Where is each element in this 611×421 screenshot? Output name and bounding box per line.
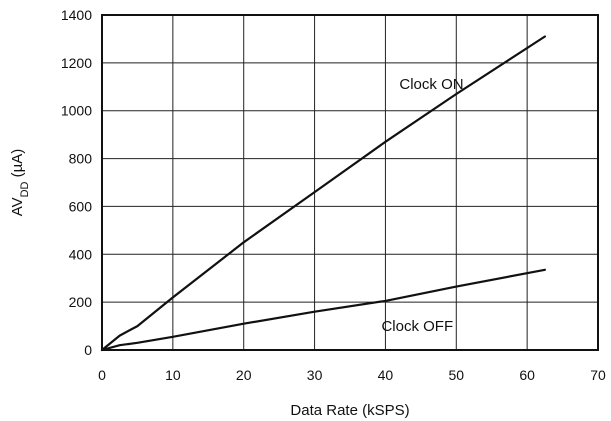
y-axis-title-subscript: DD bbox=[19, 181, 31, 197]
y-tick-label: 0 bbox=[84, 342, 92, 358]
y-axis-title-prefix: AV bbox=[9, 197, 26, 216]
grid bbox=[102, 15, 598, 350]
x-tick-label: 10 bbox=[165, 367, 181, 383]
y-axis-title: AVDD (µA) bbox=[9, 149, 31, 217]
y-tick-label: 1000 bbox=[61, 103, 92, 119]
y-tick-label: 600 bbox=[69, 198, 93, 214]
annotations: Clock ON Clock OFF bbox=[381, 76, 463, 335]
y-tick-label: 1400 bbox=[61, 7, 92, 23]
y-tick-label: 800 bbox=[69, 151, 93, 167]
x-tick-label: 70 bbox=[590, 367, 606, 383]
y-tick-label: 200 bbox=[69, 294, 93, 310]
x-ticks: 0 10 20 30 40 50 60 70 bbox=[98, 367, 606, 383]
series-label-clock-on: Clock ON bbox=[399, 76, 463, 93]
x-tick-label: 60 bbox=[519, 367, 535, 383]
x-axis-title: Data Rate (kSPS) bbox=[290, 402, 409, 419]
series-line-clock-off bbox=[100, 268, 547, 352]
y-axis-title-unit: (µA) bbox=[9, 149, 26, 182]
y-tick-label: 1200 bbox=[61, 55, 92, 71]
series-layer bbox=[100, 35, 547, 352]
x-tick-label: 40 bbox=[378, 367, 394, 383]
y-tick-label: 400 bbox=[69, 246, 93, 262]
x-tick-label: 20 bbox=[236, 367, 252, 383]
series-label-clock-off: Clock OFF bbox=[381, 318, 453, 335]
y-ticks: 0 200 400 600 800 1000 1200 1400 bbox=[61, 7, 92, 358]
x-tick-label: 50 bbox=[448, 367, 464, 383]
plot-frame bbox=[101, 14, 599, 351]
series-line-clock-on bbox=[100, 35, 547, 352]
x-tick-label: 0 bbox=[98, 367, 106, 383]
x-tick-label: 30 bbox=[307, 367, 323, 383]
